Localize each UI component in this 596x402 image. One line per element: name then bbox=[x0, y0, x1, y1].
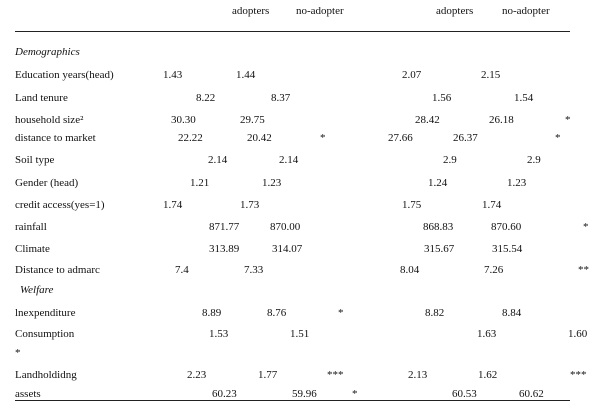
cell: 1.44 bbox=[236, 69, 256, 81]
cell: 1.62 bbox=[478, 369, 498, 381]
row-label: Gender (head) bbox=[15, 177, 79, 189]
cell: 871.77 bbox=[209, 221, 240, 233]
cell: ** bbox=[578, 264, 589, 276]
cell: 315.67 bbox=[424, 243, 455, 255]
cell: 27.66 bbox=[388, 132, 413, 144]
cell: 2.9 bbox=[527, 154, 541, 166]
cell: 1.60 bbox=[568, 328, 588, 340]
cell: * bbox=[583, 221, 589, 233]
cell: *** bbox=[570, 369, 587, 381]
row-label: Consumption bbox=[15, 328, 75, 340]
cell: 26.37 bbox=[453, 132, 478, 144]
cell: 1.74 bbox=[482, 199, 502, 211]
cell: 313.89 bbox=[209, 243, 240, 255]
row-label: lnexpenditure bbox=[15, 307, 76, 319]
cell: 60.23 bbox=[212, 388, 237, 400]
cell: 2.13 bbox=[408, 369, 428, 381]
cell: 2.14 bbox=[279, 154, 299, 166]
cell: 1.51 bbox=[290, 328, 310, 340]
cell: 30.30 bbox=[171, 114, 196, 126]
cell: 1.74 bbox=[163, 199, 183, 211]
cell: 2.23 bbox=[187, 369, 207, 381]
cell: * bbox=[352, 388, 358, 400]
column-header: no-adopter bbox=[296, 5, 344, 17]
row-label: Climate bbox=[15, 243, 50, 255]
row-label: Education years(head) bbox=[15, 69, 114, 81]
cell: 1.54 bbox=[514, 92, 534, 104]
cell: 29.75 bbox=[240, 114, 265, 126]
cell: 7.33 bbox=[244, 264, 264, 276]
cell: 8.04 bbox=[400, 264, 420, 276]
row-label: Landholdidng bbox=[15, 369, 77, 381]
cell: 1.73 bbox=[240, 199, 260, 211]
cell: 1.24 bbox=[428, 177, 448, 189]
cell: 870.00 bbox=[270, 221, 301, 233]
row-label: Land tenure bbox=[15, 92, 68, 104]
cell: 22.22 bbox=[178, 132, 203, 144]
cell: 1.23 bbox=[507, 177, 527, 189]
row-label: household size² bbox=[15, 114, 84, 126]
cell: 59.96 bbox=[292, 388, 317, 400]
cell: 60.62 bbox=[519, 388, 544, 400]
cell: 7.4 bbox=[175, 264, 189, 276]
cell: 1.23 bbox=[262, 177, 282, 189]
cell: 2.07 bbox=[402, 69, 422, 81]
row-label: Soil type bbox=[15, 154, 55, 166]
cell: 60.53 bbox=[452, 388, 477, 400]
cell: 868.83 bbox=[423, 221, 454, 233]
cell: 8.22 bbox=[196, 92, 216, 104]
row-label: rainfall bbox=[15, 221, 47, 233]
cell: 8.82 bbox=[425, 307, 445, 319]
header-rule bbox=[15, 31, 570, 32]
cell: 1.75 bbox=[402, 199, 422, 211]
cell: 8.37 bbox=[271, 92, 291, 104]
cell: * bbox=[565, 114, 571, 126]
cell: 1.43 bbox=[163, 69, 183, 81]
cell: 26.18 bbox=[489, 114, 514, 126]
cell: 8.76 bbox=[267, 307, 287, 319]
cell: 2.15 bbox=[481, 69, 501, 81]
cell: * bbox=[320, 132, 326, 144]
cell: 1.63 bbox=[477, 328, 497, 340]
cell: 1.56 bbox=[432, 92, 452, 104]
cell: 8.84 bbox=[502, 307, 522, 319]
cell: 870.60 bbox=[491, 221, 522, 233]
cell: *** bbox=[327, 369, 344, 381]
cell: 314.07 bbox=[272, 243, 303, 255]
row-label: credit access(yes=1) bbox=[15, 199, 105, 211]
cell: 2.14 bbox=[208, 154, 228, 166]
bottom-rule bbox=[15, 400, 570, 401]
column-header: no-adopter bbox=[502, 5, 550, 17]
cell: * bbox=[338, 307, 344, 319]
column-header: adopters bbox=[436, 5, 474, 17]
row-label: Distance to admarc bbox=[15, 264, 100, 276]
row-label: Demographics bbox=[15, 46, 80, 58]
row-label: * bbox=[15, 347, 21, 359]
cell: 315.54 bbox=[492, 243, 523, 255]
cell: 28.42 bbox=[415, 114, 440, 126]
row-label: distance to market bbox=[15, 132, 96, 144]
cell: 7.26 bbox=[484, 264, 504, 276]
cell: 1.77 bbox=[258, 369, 278, 381]
column-header: adopters bbox=[232, 5, 270, 17]
cell: 8.89 bbox=[202, 307, 222, 319]
cell: 2.9 bbox=[443, 154, 457, 166]
cell: 1.21 bbox=[190, 177, 210, 189]
cell: * bbox=[555, 132, 561, 144]
cell: 1.53 bbox=[209, 328, 229, 340]
cell: 20.42 bbox=[247, 132, 272, 144]
row-label: Welfare bbox=[20, 284, 54, 296]
row-label: assets bbox=[15, 388, 41, 400]
